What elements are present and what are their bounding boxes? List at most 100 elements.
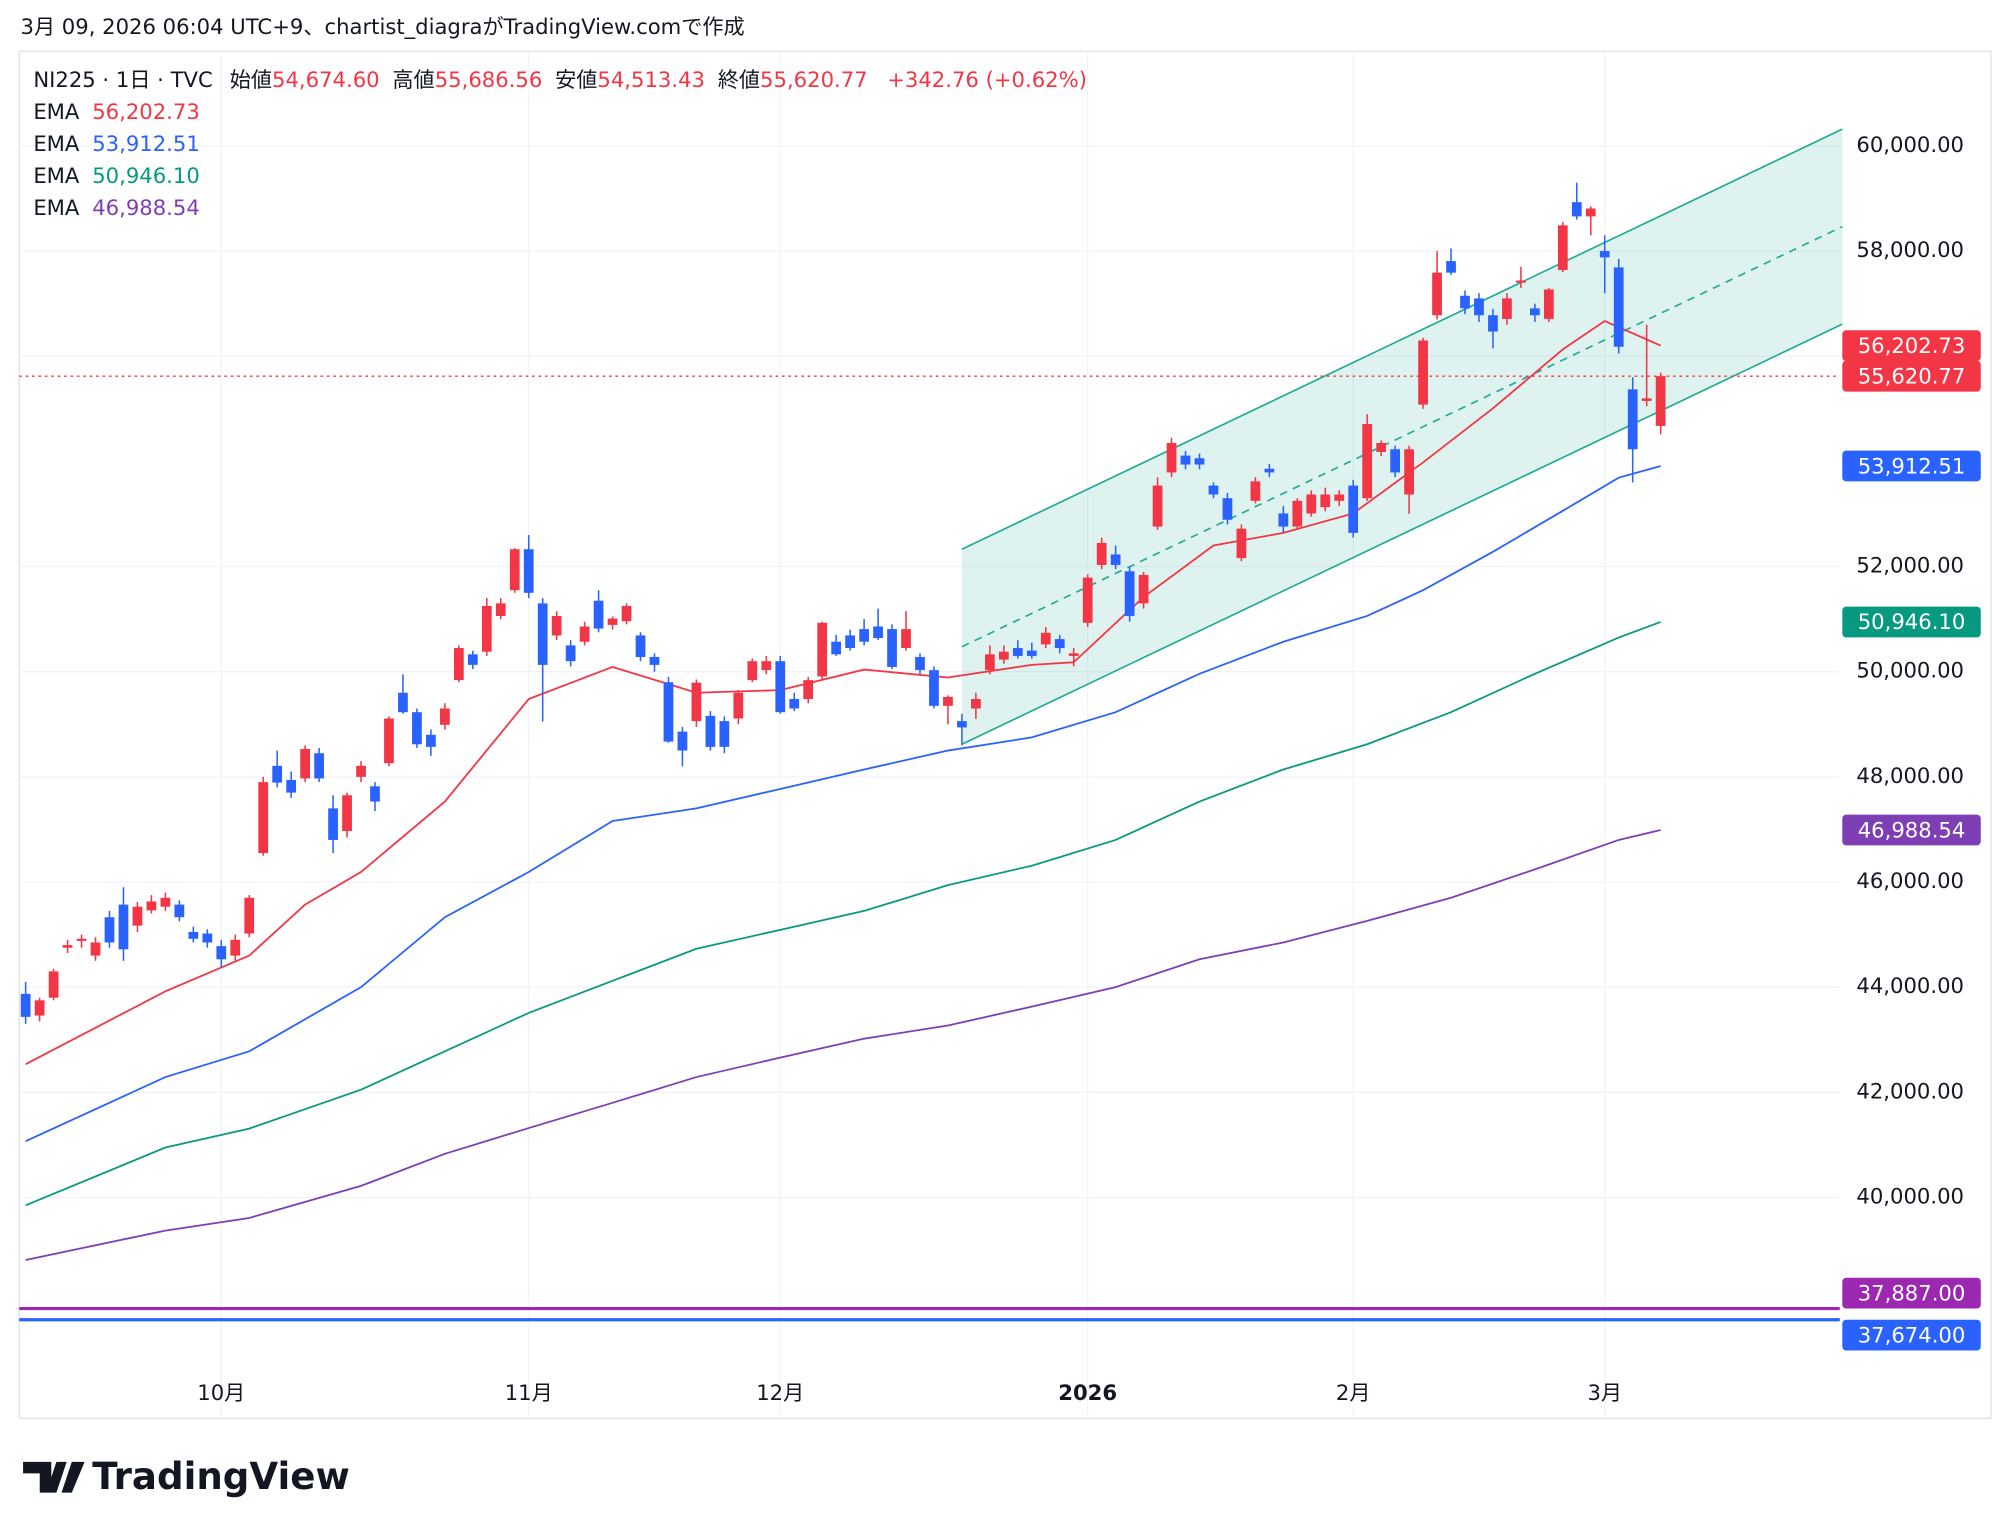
- candle-body: [607, 618, 618, 625]
- ema-legend: EMA 46,988.54: [33, 195, 199, 220]
- candle-body: [216, 946, 227, 960]
- candle-body: [635, 635, 646, 657]
- candle-body: [1543, 289, 1554, 319]
- candle-body: [426, 734, 436, 747]
- candle-body: [20, 993, 31, 1017]
- candle-body: [817, 622, 828, 677]
- candle-body: [1516, 280, 1526, 283]
- ema-legend-value: 46,988.54: [92, 195, 200, 220]
- candle-body: [747, 661, 758, 681]
- candle-body: [495, 603, 506, 616]
- candle-body: [314, 753, 324, 779]
- candle-body: [1138, 574, 1149, 604]
- price-tag-label: 37,674.00: [1858, 1322, 1966, 1347]
- candle-body: [761, 661, 772, 671]
- candle-body: [440, 708, 450, 725]
- ema-line: [25, 465, 1661, 1143]
- y-tick-label: 42,000.00: [1856, 1078, 1964, 1103]
- ema-legend-value: 53,912.51: [92, 131, 200, 156]
- candle-body: [1166, 442, 1177, 473]
- price-tag-label: 37,887.00: [1858, 1280, 1966, 1305]
- candle-body: [845, 635, 855, 649]
- candle-body: [1236, 528, 1247, 559]
- candle-body: [90, 942, 101, 956]
- candle-body: [1474, 298, 1484, 316]
- x-tick-label: 2月: [1336, 1380, 1371, 1405]
- y-tick-label: 48,000.00: [1856, 763, 1964, 788]
- candle-body: [1627, 389, 1638, 450]
- price-tag: [1842, 360, 1981, 392]
- x-tick-label: 12月: [756, 1380, 804, 1405]
- ohlc-legend: NI225 · 1日 · TVC 始値54,674.60 高値55,686.56 安…: [33, 67, 1087, 92]
- candle-body: [258, 782, 269, 854]
- ema-line: [25, 319, 1662, 1065]
- symbol: NI225 · 1日 · TVC: [33, 67, 212, 92]
- candle-body: [1278, 513, 1289, 527]
- price-tag: [1842, 814, 1981, 846]
- candle-body: [62, 945, 73, 948]
- candle-body: [1585, 208, 1596, 217]
- channel-upper: [961, 128, 1843, 550]
- price-tag-label: 46,988.54: [1858, 817, 1966, 842]
- x-tick-label: 2026: [1058, 1380, 1117, 1405]
- candle-body: [523, 549, 534, 593]
- ema-legend: EMA 53,912.51: [33, 131, 199, 156]
- field-value: 55,620.77: [760, 67, 868, 92]
- candle-body: [957, 721, 967, 728]
- price-tag-label: 50,946.10: [1858, 609, 1966, 634]
- ema-line: [25, 829, 1661, 1261]
- candle-body: [1068, 653, 1079, 656]
- brand: TradingView: [92, 1454, 350, 1498]
- candle-body: [691, 682, 702, 722]
- ema-legend-name: EMA: [33, 131, 80, 156]
- price-tag: [1842, 1319, 1981, 1351]
- logo: TradingView: [23, 1454, 350, 1498]
- candle-body: [384, 718, 394, 764]
- ema-legend: EMA 56,202.73: [33, 99, 199, 124]
- candle-body: [1222, 498, 1233, 520]
- candle-body: [356, 765, 366, 777]
- candle-body: [230, 939, 241, 956]
- candle-body: [453, 648, 464, 681]
- candle-body: [398, 692, 408, 713]
- channel-lower: [961, 323, 1843, 746]
- candle-body: [1096, 542, 1107, 565]
- candle-body: [1194, 458, 1205, 465]
- candle-body: [1404, 449, 1414, 495]
- candle-body: [1655, 376, 1666, 426]
- candle-body: [915, 656, 925, 671]
- price-tag: [1842, 1277, 1981, 1309]
- y-tick-label: 40,000.00: [1856, 1183, 1964, 1208]
- field-value: 54,513.43: [597, 67, 705, 92]
- candle-body: [132, 906, 143, 926]
- candle-body: [300, 748, 310, 779]
- candle-body: [118, 904, 129, 950]
- candle-body: [188, 931, 199, 939]
- y-tick-label: 50,000.00: [1856, 658, 1964, 683]
- candle-body: [174, 904, 185, 918]
- candle-body: [1432, 272, 1442, 316]
- candle-body: [1418, 340, 1428, 405]
- candle-body: [943, 696, 953, 706]
- candle-body: [286, 780, 297, 793]
- candle-body: [985, 654, 995, 671]
- field-value: 54,674.60: [272, 67, 380, 92]
- candle-body: [859, 629, 869, 642]
- candle-body: [1571, 202, 1582, 217]
- candle-body: [1110, 554, 1121, 565]
- candle-body: [831, 641, 842, 655]
- candle-body: [971, 699, 981, 709]
- candle-body: [467, 654, 478, 665]
- candle-body: [1082, 577, 1093, 623]
- y-tick-label: 44,000.00: [1856, 973, 1964, 998]
- candle-body: [1460, 295, 1470, 309]
- price-tag-label: 53,912.51: [1858, 453, 1966, 478]
- candle-body: [1292, 500, 1303, 527]
- ema-line: [25, 621, 1661, 1207]
- x-tick-label: 11月: [505, 1380, 553, 1405]
- candle-body: [370, 786, 380, 802]
- candle-body: [1488, 315, 1498, 332]
- candle-body: [775, 661, 786, 713]
- ema-legend: EMA 50,946.10: [33, 163, 199, 188]
